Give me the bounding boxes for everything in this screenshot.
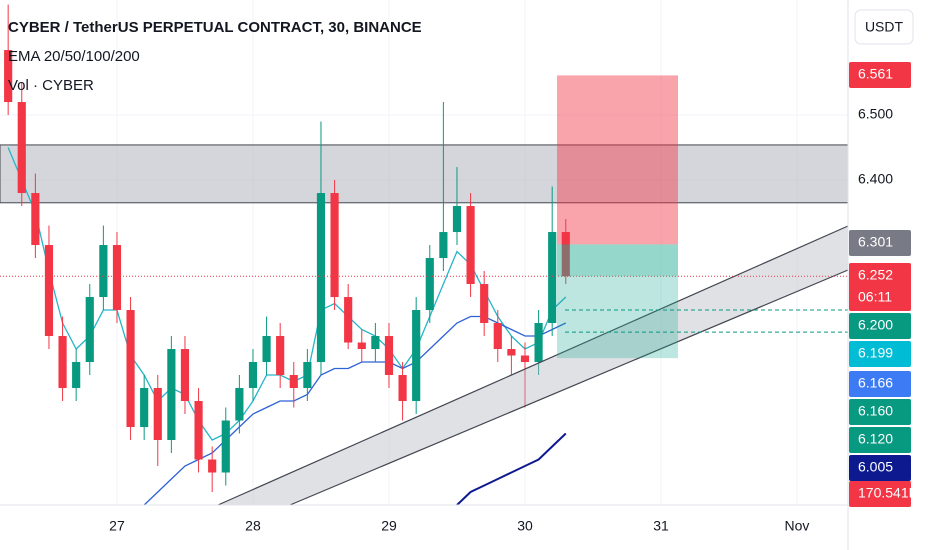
candle-body [194,401,203,460]
candle-body [248,362,258,389]
ema-line [143,315,567,506]
overlay [0,75,848,359]
candle-body [371,336,380,350]
candle-body [276,336,285,376]
currency[interactable]: USDT [865,19,904,35]
candle-body [534,323,543,363]
candle-body [425,258,434,311]
candle-body [303,362,312,389]
candle-body [412,310,421,402]
candle-body [153,388,162,441]
candle-body [112,245,122,311]
price-badge [849,230,911,256]
candle-body [548,232,557,324]
price-badge-label: 6.301 [858,234,893,250]
x-tick-label: 29 [381,518,397,534]
x-tick-label: Nov [785,518,810,534]
candle-body [439,232,448,259]
price-badge-label: 6.120 [858,431,893,447]
price-badge-label: 6.200 [858,317,893,333]
x-tick-label: 31 [653,518,669,534]
candle-body [398,375,407,402]
price-badge-label: 6.561 [858,66,893,82]
y-tick-label: 6.400 [858,171,893,187]
target-zone [557,244,678,359]
target-zone-upper [557,244,678,277]
candle-body [330,193,339,298]
candle-body [235,388,244,421]
price-badge [849,455,911,481]
channel-upper [217,225,849,506]
price-badge [849,371,911,397]
x-tick-label: 30 [517,518,533,534]
candle-body [4,50,13,103]
ema-line [456,432,567,506]
candle-body [31,193,40,246]
price-badge-label: 6.252 [858,267,893,283]
candle-body [58,336,67,389]
countdown: 06:11 [858,289,892,305]
candle-body [140,388,149,428]
candle-body [561,232,570,277]
price-badge-label: 170.541K [858,485,919,501]
time-scale [0,505,848,550]
candle-body [480,284,489,324]
price-badge-label: 6.160 [858,403,893,419]
candle-body [221,420,230,473]
candle-body [507,349,516,356]
candle-body [85,297,94,363]
stop-zone [557,75,678,245]
scale-labels: 27 28 29 30 31 Nov 6.500 6.400 6.561 6.301 6.252 6.… [109,62,919,534]
price-badge [849,427,911,453]
candle-body [167,349,176,441]
price-badge [849,341,911,367]
candle-body [357,342,366,350]
indicator-label: EMA 20/50/100/200 [8,48,140,65]
channel-lower [289,269,849,506]
candle-body [17,102,26,194]
price-badge [849,313,911,339]
candle-body [344,297,353,343]
candle-body [180,349,190,402]
x-tick-label: 28 [245,518,261,534]
price-badge [849,399,911,425]
candle-body [262,336,271,363]
candle-body [466,206,475,285]
price-badge [849,481,911,507]
x-tick-label: 27 [109,518,125,534]
price-badge [849,62,911,88]
price-badge-label: 6.199 [858,345,893,361]
candle-body [72,362,81,389]
currency-button[interactable] [854,9,914,45]
candle-body [493,323,502,350]
y-tick-label: 6.500 [858,106,893,122]
candle-body [452,206,462,233]
candle-body [520,355,530,363]
candle-body [208,459,217,473]
price-badge-label: 6.005 [858,459,893,475]
candle-body [44,245,54,337]
indicator-label: Vol · CYBER [8,77,94,94]
price-badge-label: 6.166 [858,375,893,391]
candle-body [384,336,394,376]
price-badge [849,263,911,311]
candle-body [289,375,298,389]
candle-body [126,310,135,428]
plot [0,4,849,506]
candle-body [316,193,326,363]
resistance-zone [0,144,849,204]
chart-title: CYBER / TetherUS PERPETUAL CONTRACT, 30,… [8,19,422,36]
candle-body [99,245,108,298]
